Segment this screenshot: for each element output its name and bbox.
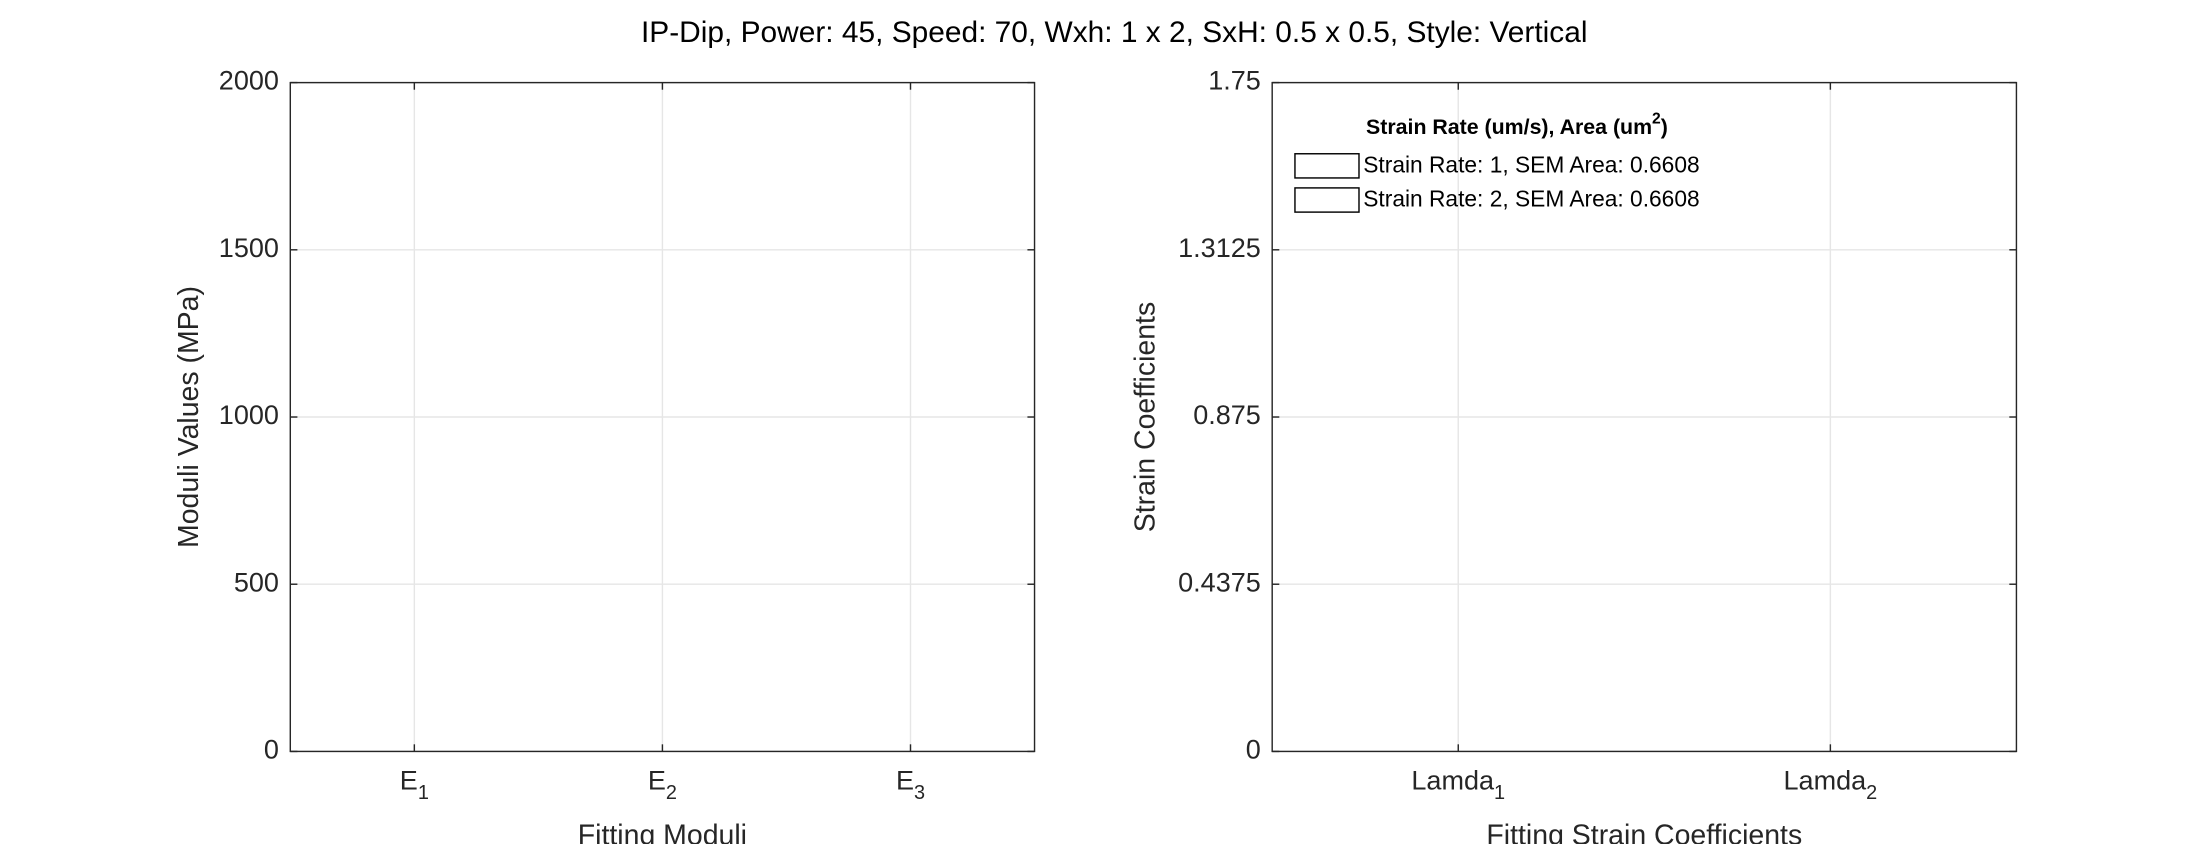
legend-label: Strain Rate: 2, SEM Area: 0.6608 bbox=[1363, 186, 1699, 212]
x-tick-subscript: 1 bbox=[1494, 782, 1505, 804]
legend-title: Strain Rate (um/s), Area (um2) bbox=[1366, 111, 1668, 139]
x-tick-subscript: 2 bbox=[666, 782, 677, 804]
x-tick-text: Lamda bbox=[1411, 766, 1495, 796]
legend-title-suffix: ) bbox=[1661, 115, 1668, 139]
x-tick-label: E2 bbox=[648, 766, 677, 805]
x-axis-label: Fitting Moduli bbox=[578, 819, 747, 844]
y-tick-label: 0.4375 bbox=[1178, 567, 1261, 597]
x-tick-text: E bbox=[896, 766, 914, 796]
x-tick-text: E bbox=[400, 766, 418, 796]
y-axis-label: Moduli Values (MPa) bbox=[173, 286, 205, 548]
y-tick-label: 1000 bbox=[219, 400, 279, 430]
x-tick-label: Lamda2 bbox=[1784, 766, 1878, 805]
legend-title-superscript: 2 bbox=[1652, 111, 1661, 128]
x-axis-label: Fitting Strain Coefficients bbox=[1486, 819, 1802, 844]
x-tick-subscript: 2 bbox=[1866, 782, 1877, 804]
y-tick-label: 1500 bbox=[219, 233, 279, 263]
x-tick-label: Lamda1 bbox=[1411, 766, 1505, 805]
x-tick-subscript: 1 bbox=[418, 782, 429, 804]
y-tick-label: 0 bbox=[264, 735, 279, 765]
axes-box bbox=[1271, 81, 2018, 753]
y-tick-label: 0.875 bbox=[1193, 400, 1261, 430]
figure-title: IP-Dip, Power: 45, Speed: 70, Wxh: 1 x 2… bbox=[641, 16, 1587, 49]
y-tick-label: 2000 bbox=[219, 66, 279, 96]
legend-swatch bbox=[1294, 187, 1360, 213]
y-tick-label: 1.75 bbox=[1208, 66, 1261, 96]
x-tick-text: E bbox=[648, 766, 666, 796]
axes-box bbox=[289, 81, 1036, 753]
x-tick-text: Lamda bbox=[1784, 766, 1868, 796]
legend-label: Strain Rate: 1, SEM Area: 0.6608 bbox=[1363, 152, 1699, 178]
y-tick-label: 1.3125 bbox=[1178, 233, 1261, 263]
y-tick-label: 500 bbox=[234, 567, 279, 597]
x-tick-label: E1 bbox=[400, 766, 429, 805]
legend-title-text: Strain Rate (um/s), Area (um bbox=[1366, 115, 1652, 139]
y-axis-label: Strain Coefficients bbox=[1129, 302, 1161, 532]
x-tick-label: E3 bbox=[896, 766, 925, 805]
x-tick-subscript: 3 bbox=[914, 782, 925, 804]
legend-swatch bbox=[1294, 153, 1360, 179]
y-tick-label: 0 bbox=[1246, 735, 1261, 765]
